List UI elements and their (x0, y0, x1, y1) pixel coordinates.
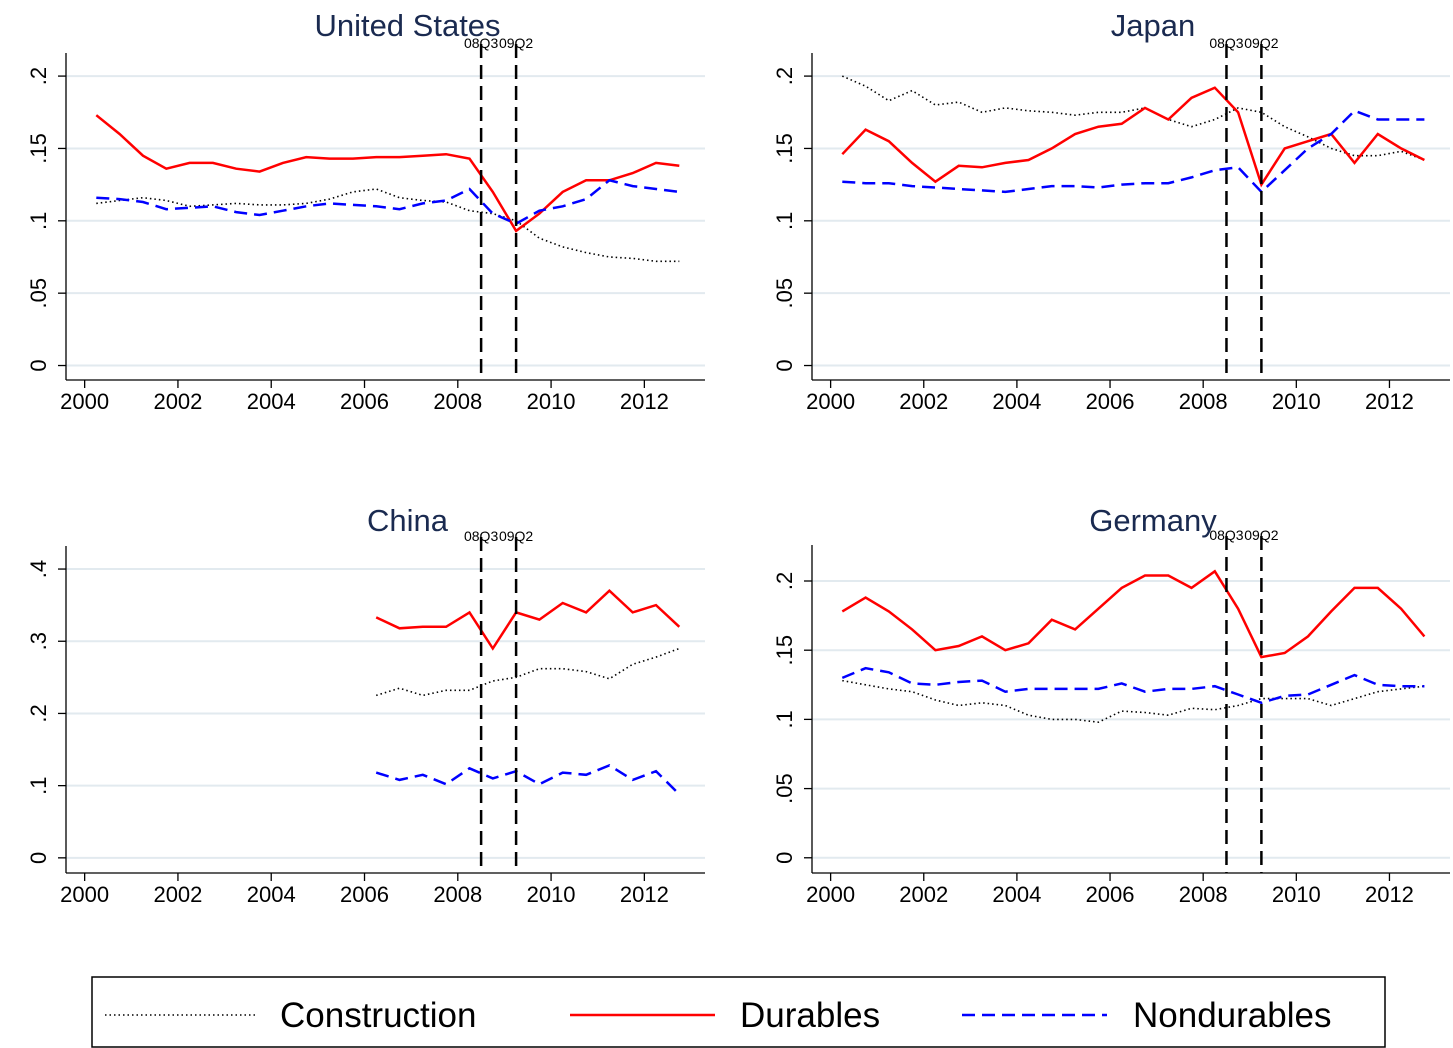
y-tick-label: .15 (772, 635, 797, 666)
event-label: 09Q2 (499, 528, 533, 544)
series-line (96, 188, 680, 263)
x-tick-label: 2006 (340, 389, 389, 414)
x-tick-label: 2004 (992, 389, 1041, 414)
x-tick-label: 2008 (1179, 882, 1228, 907)
series-line (841, 86, 1425, 188)
legend: Construction Durables Nondurables (91, 976, 1386, 1048)
legend-label: Durables (740, 996, 880, 1035)
panel: China 0 .1 .2 .3 .4 2000 2002 2004 2006 2008 2010 20… (26, 503, 705, 907)
x-tick-label: 2010 (1272, 389, 1321, 414)
event-label: 08Q3 (464, 528, 498, 544)
x-tick-label: 2008 (433, 389, 482, 414)
y-tick-label: .3 (26, 632, 51, 650)
panel: United States 0 .05 .1 .15 .2 2000 2002 2004 2006… (26, 8, 705, 414)
event-label: 08Q3 (1209, 527, 1243, 543)
event-label: 08Q3 (464, 35, 498, 51)
series-line (375, 647, 680, 697)
y-tick-label: .2 (26, 67, 51, 85)
x-tick-label: 2006 (340, 882, 389, 907)
y-tick-label: 0 (772, 359, 797, 371)
y-tick-label: .05 (772, 773, 797, 804)
x-tick-label: 2002 (153, 389, 202, 414)
x-tick-label: 2012 (620, 882, 669, 907)
x-tick-label: 2002 (899, 882, 948, 907)
x-tick-label: 2008 (433, 882, 482, 907)
y-tick-label: .1 (26, 776, 51, 794)
event-label: 08Q3 (1209, 35, 1243, 51)
x-tick-label: 2004 (247, 389, 296, 414)
event-label: 09Q2 (499, 35, 533, 51)
x-tick-label: 2006 (1086, 389, 1135, 414)
panel: Japan 0 .05 .1 .15 .2 2000 2002 2004 2006 2008 2010… (772, 8, 1450, 414)
event-label: 09Q2 (1244, 527, 1278, 543)
series-line (841, 666, 1425, 705)
y-tick-label: 0 (772, 852, 797, 864)
x-tick-label: 2000 (806, 882, 855, 907)
x-tick-label: 2000 (60, 389, 109, 414)
panel-title: China (367, 503, 449, 538)
series-line (96, 178, 680, 226)
y-tick-label: .15 (26, 133, 51, 164)
y-tick-label: .05 (26, 278, 51, 309)
y-tick-label: .1 (772, 710, 797, 728)
x-tick-label: 2000 (806, 389, 855, 414)
y-tick-label: 0 (26, 359, 51, 371)
x-tick-label: 2008 (1179, 389, 1228, 414)
series-line (375, 588, 681, 651)
y-tick-label: .15 (772, 133, 797, 164)
x-tick-label: 2002 (153, 882, 202, 907)
y-tick-label: .2 (772, 67, 797, 85)
x-tick-label: 2010 (1272, 882, 1321, 907)
x-tick-label: 2012 (1365, 882, 1414, 907)
legend-label: Nondurables (1133, 996, 1331, 1035)
panel-title: Japan (1111, 8, 1195, 43)
panel-title: United States (314, 8, 500, 43)
y-tick-label: .4 (26, 560, 51, 578)
x-tick-label: 2002 (899, 389, 948, 414)
y-tick-label: .1 (26, 212, 51, 230)
panel-title: Germany (1089, 503, 1217, 538)
y-tick-label: .2 (26, 704, 51, 722)
x-tick-label: 2006 (1086, 882, 1135, 907)
x-tick-label: 2010 (527, 389, 576, 414)
legend-box (91, 976, 1386, 1048)
x-tick-label: 2012 (620, 389, 669, 414)
series-line (842, 679, 1425, 724)
x-tick-label: 2010 (527, 882, 576, 907)
x-tick-label: 2004 (992, 882, 1041, 907)
series-line (841, 569, 1426, 659)
x-tick-label: 2012 (1365, 389, 1414, 414)
y-tick-label: 0 (26, 852, 51, 864)
series-line (95, 114, 680, 233)
y-tick-label: .05 (772, 278, 797, 309)
y-tick-label: .2 (772, 572, 797, 590)
panel: Germany 0 .05 .1 .15 .2 2000 2002 2004 2006 2008 20… (772, 503, 1450, 907)
series-line (375, 764, 681, 796)
x-tick-label: 2000 (60, 882, 109, 907)
event-label: 09Q2 (1244, 35, 1278, 51)
y-tick-label: .1 (772, 212, 797, 230)
legend-label: Construction (280, 996, 476, 1035)
series-line (842, 109, 1425, 194)
x-tick-label: 2004 (247, 882, 296, 907)
series-line (841, 75, 1425, 161)
